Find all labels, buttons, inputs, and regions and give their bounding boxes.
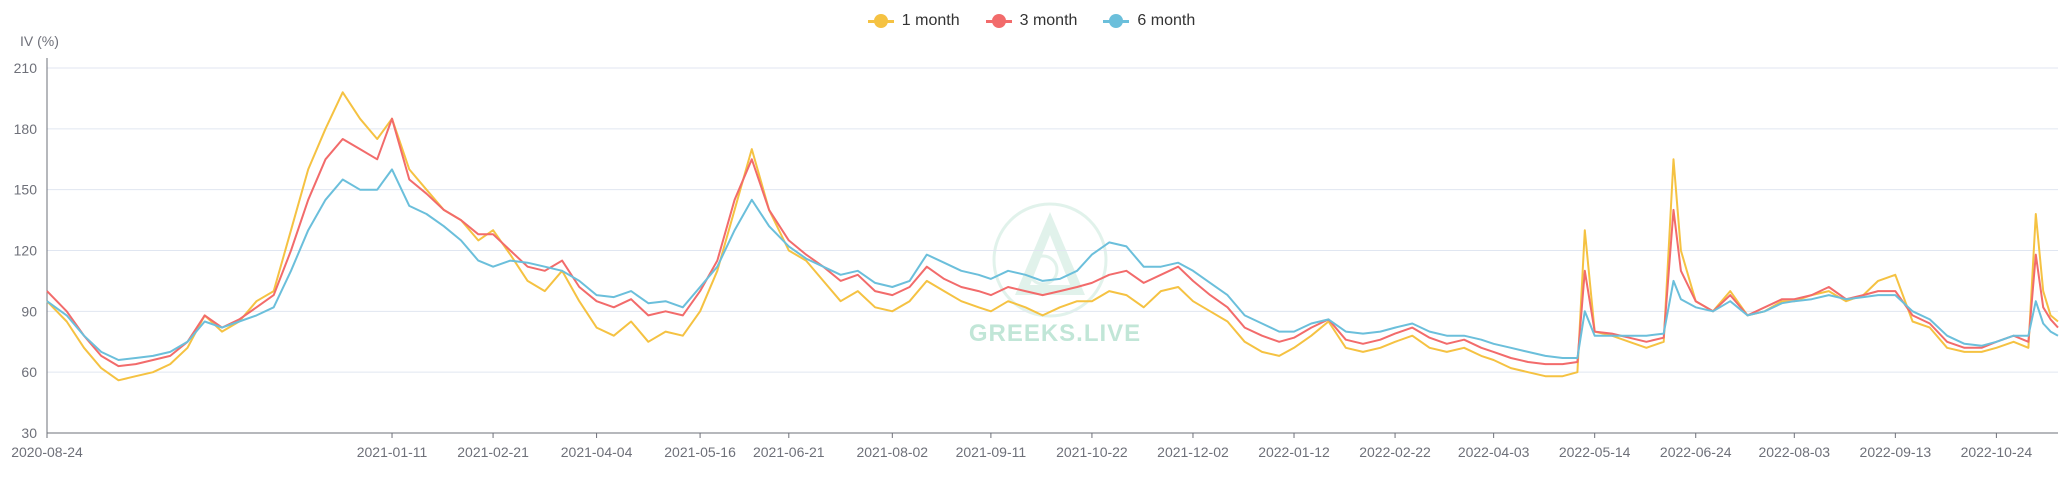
x-tick-label: 2021-09-11 — [956, 444, 1027, 460]
x-tick-label: 2022-05-14 — [1559, 444, 1631, 460]
x-tick-label: 2022-10-24 — [1961, 444, 2033, 460]
legend-swatch-3-month — [985, 14, 1012, 28]
y-tick-label: 60 — [21, 364, 37, 380]
x-tick-label: 2021-05-16 — [664, 444, 736, 460]
x-tick-label: 2021-08-02 — [856, 444, 928, 460]
x-tick-label: 2021-02-21 — [457, 444, 529, 460]
chart-legend: 1 month 3 month 6 month — [0, 12, 2063, 30]
y-tick-label: 30 — [21, 425, 37, 441]
legend-item-3-month[interactable]: 3 month — [985, 12, 1078, 30]
legend-label-1-month: 1 month — [901, 12, 960, 29]
series-layer — [46, 91, 2059, 382]
legend-label-3-month: 3 month — [1019, 12, 1078, 29]
legend-item-1-month[interactable]: 1 month — [867, 12, 960, 30]
y-tick-label: 210 — [14, 60, 38, 76]
watermark-text: GREEKS.LIVE — [968, 320, 1142, 347]
x-tick-label: 2020-08-24 — [11, 444, 83, 460]
x-tick-label: 2021-01-11 — [357, 444, 428, 460]
series-line-6-month — [46, 168, 2059, 361]
legend-label-6-month: 6 month — [1137, 12, 1196, 29]
grid-layer — [47, 67, 2058, 434]
legend-swatch-6-month — [1103, 14, 1130, 28]
series-line-1-month — [46, 91, 2059, 382]
series-line-3-month — [46, 117, 2059, 368]
legend-item-6-month[interactable]: 6 month — [1103, 12, 1195, 30]
y-tick-label: 180 — [14, 121, 38, 137]
x-tick-label: 2021-04-04 — [561, 444, 633, 460]
x-tick-label: 2021-10-22 — [1056, 444, 1128, 460]
x-tick-label: 2022-01-12 — [1258, 444, 1330, 460]
y-axis-title: IV (%) — [20, 33, 59, 49]
x-tick-label: 2022-06-24 — [1660, 444, 1732, 460]
x-tick-label: 2021-12-02 — [1157, 444, 1229, 460]
x-tick-label: 2021-06-21 — [753, 444, 825, 460]
x-tick-label: 2022-04-03 — [1458, 444, 1530, 460]
legend-swatch-1-month — [867, 14, 894, 28]
y-tick-label: 120 — [14, 243, 38, 259]
x-tick-label: 2022-02-22 — [1359, 444, 1431, 460]
x-tick-label: 2022-09-13 — [1860, 444, 1932, 460]
y-tick-label: 90 — [21, 303, 37, 319]
y-tick-label: 150 — [14, 182, 38, 198]
axis-layer: 30 60 90 120 150 180 210 2020-08-24 2021-01-11 20… — [11, 58, 2032, 460]
x-tick-label: 2022-08-03 — [1758, 444, 1830, 460]
